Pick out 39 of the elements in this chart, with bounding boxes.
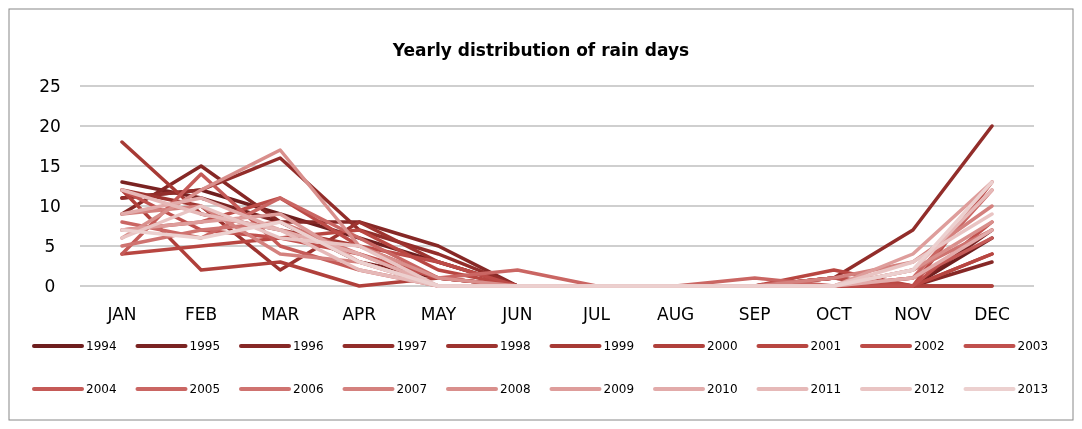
legend-label: 1998: [500, 339, 531, 354]
legend-label: 2001: [810, 339, 842, 354]
chart-title: Yearly distribution of rain days: [391, 40, 690, 60]
x-tick-label: SEP: [738, 304, 771, 324]
x-tick-label: FEB: [185, 304, 218, 324]
legend-label: 1995: [189, 339, 221, 354]
legend-label: 2012: [914, 382, 945, 397]
legend-label: 2009: [603, 382, 635, 397]
legend-label: 2004: [86, 382, 117, 397]
y-tick-label: 25: [39, 75, 61, 96]
x-tick-label: NOV: [894, 304, 932, 324]
x-tick-label: MAY: [420, 304, 457, 324]
legend-label: 2011: [810, 382, 842, 397]
y-tick-label: 5: [44, 235, 56, 256]
y-tick-label: 10: [39, 195, 61, 216]
legend-label: 2003: [1017, 339, 1049, 354]
legend-label: 2013: [1017, 382, 1049, 397]
y-tick-label: 15: [39, 155, 61, 176]
legend-label: 2005: [189, 382, 221, 397]
legend-label: 1996: [293, 339, 324, 354]
legend-label: 1994: [86, 339, 117, 354]
x-tick-label: JUL: [582, 304, 611, 324]
legend-label: 2008: [500, 382, 531, 397]
legend-label: 2006: [293, 382, 324, 397]
y-tick-label: 0: [44, 275, 56, 296]
legend-label: 2000: [707, 339, 738, 354]
x-tick-label: APR: [342, 304, 377, 324]
legend-label: 2010: [707, 382, 738, 397]
legend-label: 2002: [914, 339, 945, 354]
x-tick-label: OCT: [816, 304, 853, 324]
legend-label: 1999: [603, 339, 635, 354]
x-tick-label: DEC: [974, 304, 1010, 324]
legend-label: 1997: [396, 339, 428, 354]
x-tick-label: MAR: [261, 304, 300, 324]
legend-label: 2007: [396, 382, 428, 397]
y-tick-label: 20: [39, 115, 61, 136]
x-tick-label: JUN: [501, 304, 533, 324]
x-tick-label: JAN: [106, 304, 137, 324]
x-tick-label: AUG: [657, 304, 695, 324]
